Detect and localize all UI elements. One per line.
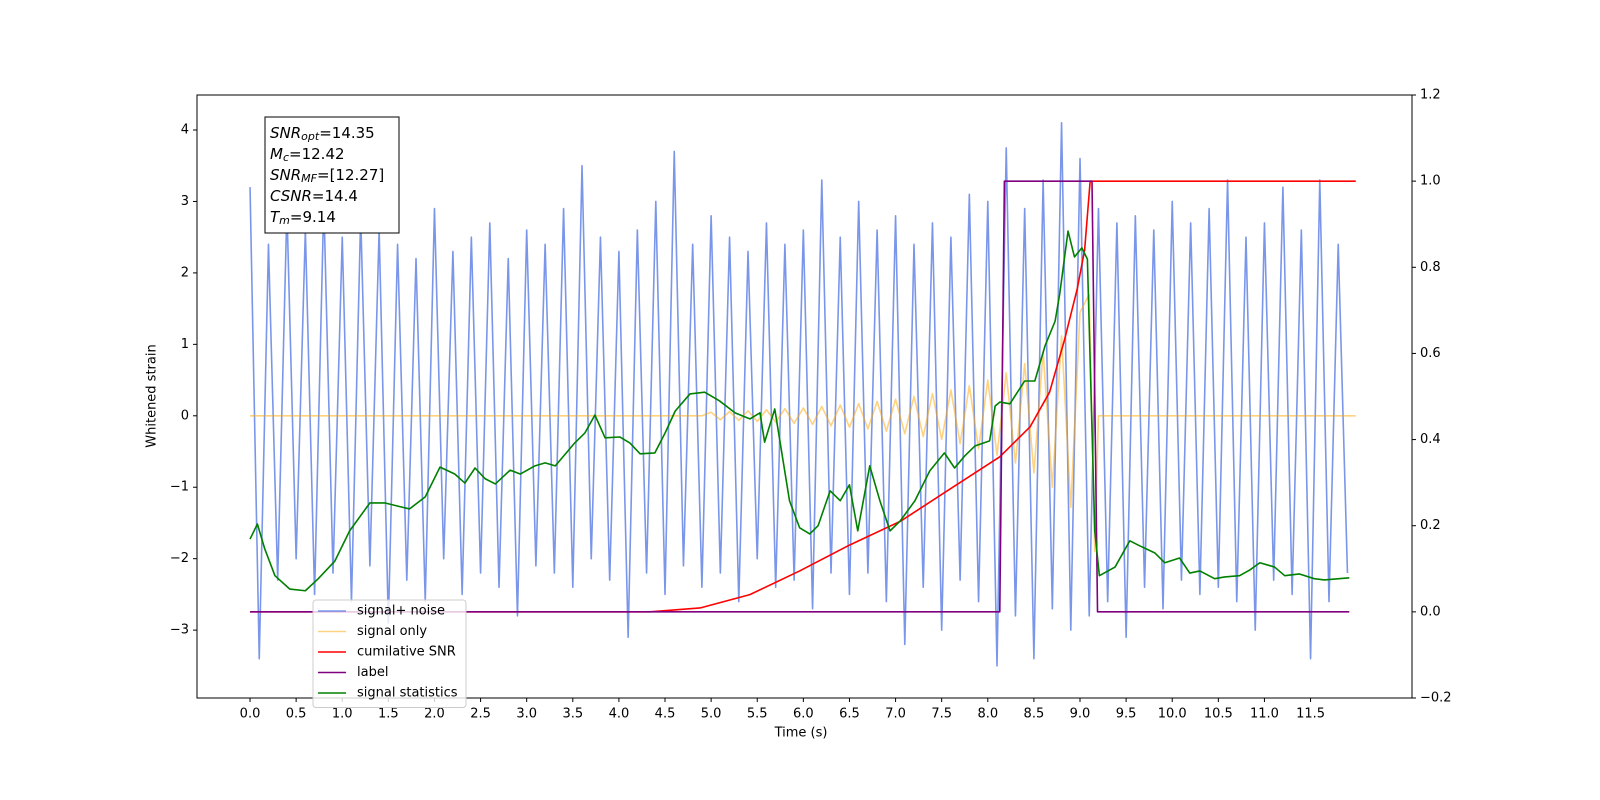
plot-frame	[196, 94, 1413, 699]
y2-tick-label: 1.0	[1420, 174, 1441, 189]
annotation-sub: m	[279, 214, 290, 227]
x-tick-label: 6.0	[793, 707, 814, 722]
y-tick-label: 4	[181, 123, 189, 138]
y2-tick-label: 0.4	[1420, 432, 1441, 447]
x-tick-label: 1.0	[332, 707, 353, 722]
x-tick-label: 9.5	[1116, 707, 1137, 722]
x-tick-label: 4.0	[609, 707, 630, 722]
annotation: SNRopt=14.35Mc=12.42SNRMF=[12.27]CSNR=14…	[264, 116, 400, 234]
x-tick-label: 6.5	[839, 707, 860, 722]
legend-label: signal+ noise	[357, 604, 445, 619]
legend-label: signal only	[357, 624, 427, 639]
annotation-line: Tm=9.14	[270, 208, 336, 228]
annotation-value: =9.14	[290, 208, 336, 226]
annotation-line: SNRMF=[12.27]	[270, 166, 384, 186]
x-tick-label: 1.5	[378, 707, 399, 722]
y-tick-label: 3	[181, 194, 189, 209]
x-tick-label: 0.5	[286, 707, 307, 722]
annotation-line: Mc=12.42	[270, 145, 345, 165]
series-line	[249, 230, 1350, 592]
legend-label: signal statistics	[357, 686, 458, 701]
series-line	[250, 293, 1356, 553]
annotation-value: =[12.27]	[317, 166, 384, 184]
annotation-box	[264, 116, 400, 234]
series-line	[250, 180, 1350, 613]
annotation-base: T	[270, 208, 281, 226]
x-tick-label: 3.0	[516, 707, 537, 722]
annotation-line: CSNR=14.4	[270, 187, 358, 205]
x-axis-label: Time (s)	[774, 726, 828, 741]
x-tick-label: 7.0	[885, 707, 906, 722]
x-tick-label: 10.0	[1158, 707, 1187, 722]
annotation-base: SNR	[270, 166, 301, 184]
y2-tick-label: 1.2	[1420, 88, 1441, 103]
annotation-value: =12.42	[289, 145, 345, 163]
y-tick-label: −2	[170, 551, 189, 566]
series-line	[249, 122, 1349, 667]
annotation-base: SNR	[270, 124, 301, 142]
y2-tick-label: 0.2	[1420, 518, 1441, 533]
series-line	[250, 180, 1356, 613]
legend-label: label	[357, 665, 388, 680]
annotation-sub: MF	[301, 172, 317, 185]
y-tick-label: 0	[181, 408, 189, 423]
y2-tick-label: 0.0	[1420, 604, 1441, 619]
x-tick-label: 2.0	[424, 707, 445, 722]
x-tick-label: 8.5	[1024, 707, 1045, 722]
y2-tick-label: 0.8	[1420, 260, 1441, 275]
y2-tick-label: −0.2	[1420, 691, 1452, 706]
y-axis-label: Whitened strain	[145, 344, 160, 447]
x-tick-label: 10.5	[1204, 707, 1233, 722]
x-tick-label: 4.5	[655, 707, 676, 722]
annotation-base: CSNR	[270, 187, 312, 205]
annotation-line: SNRopt=14.35	[270, 124, 375, 144]
x-tick-label: 9.0	[1070, 707, 1091, 722]
legend: signal+ noise signal only cumilative SNR la…	[312, 599, 467, 708]
x-tick-label: 5.5	[747, 707, 768, 722]
annotation-sub: c	[283, 151, 289, 164]
x-tick-label: 2.5	[470, 707, 491, 722]
annotation-base: M	[270, 145, 283, 163]
legend-label: cumilative SNR	[357, 645, 456, 660]
y-tick-label: 2	[181, 265, 189, 280]
x-tick-label: 8.0	[977, 707, 998, 722]
x-tick-label: 5.0	[701, 707, 722, 722]
x-tick-label: 0.0	[240, 707, 261, 722]
y-tick-label: −1	[170, 480, 189, 495]
y2-tick-label: 0.6	[1420, 346, 1441, 361]
legend-box	[312, 599, 467, 708]
annotation-value: =14.4	[312, 187, 358, 205]
x-tick-label: 11.5	[1296, 707, 1325, 722]
annotation-value: =14.35	[319, 124, 375, 142]
x-tick-label: 3.5	[562, 707, 583, 722]
y-tick-label: 1	[181, 337, 189, 352]
annotation-sub: opt	[301, 130, 320, 143]
x-tick-label: 7.5	[931, 707, 952, 722]
y-tick-label: −3	[170, 623, 189, 638]
x-tick-label: 11.0	[1250, 707, 1279, 722]
